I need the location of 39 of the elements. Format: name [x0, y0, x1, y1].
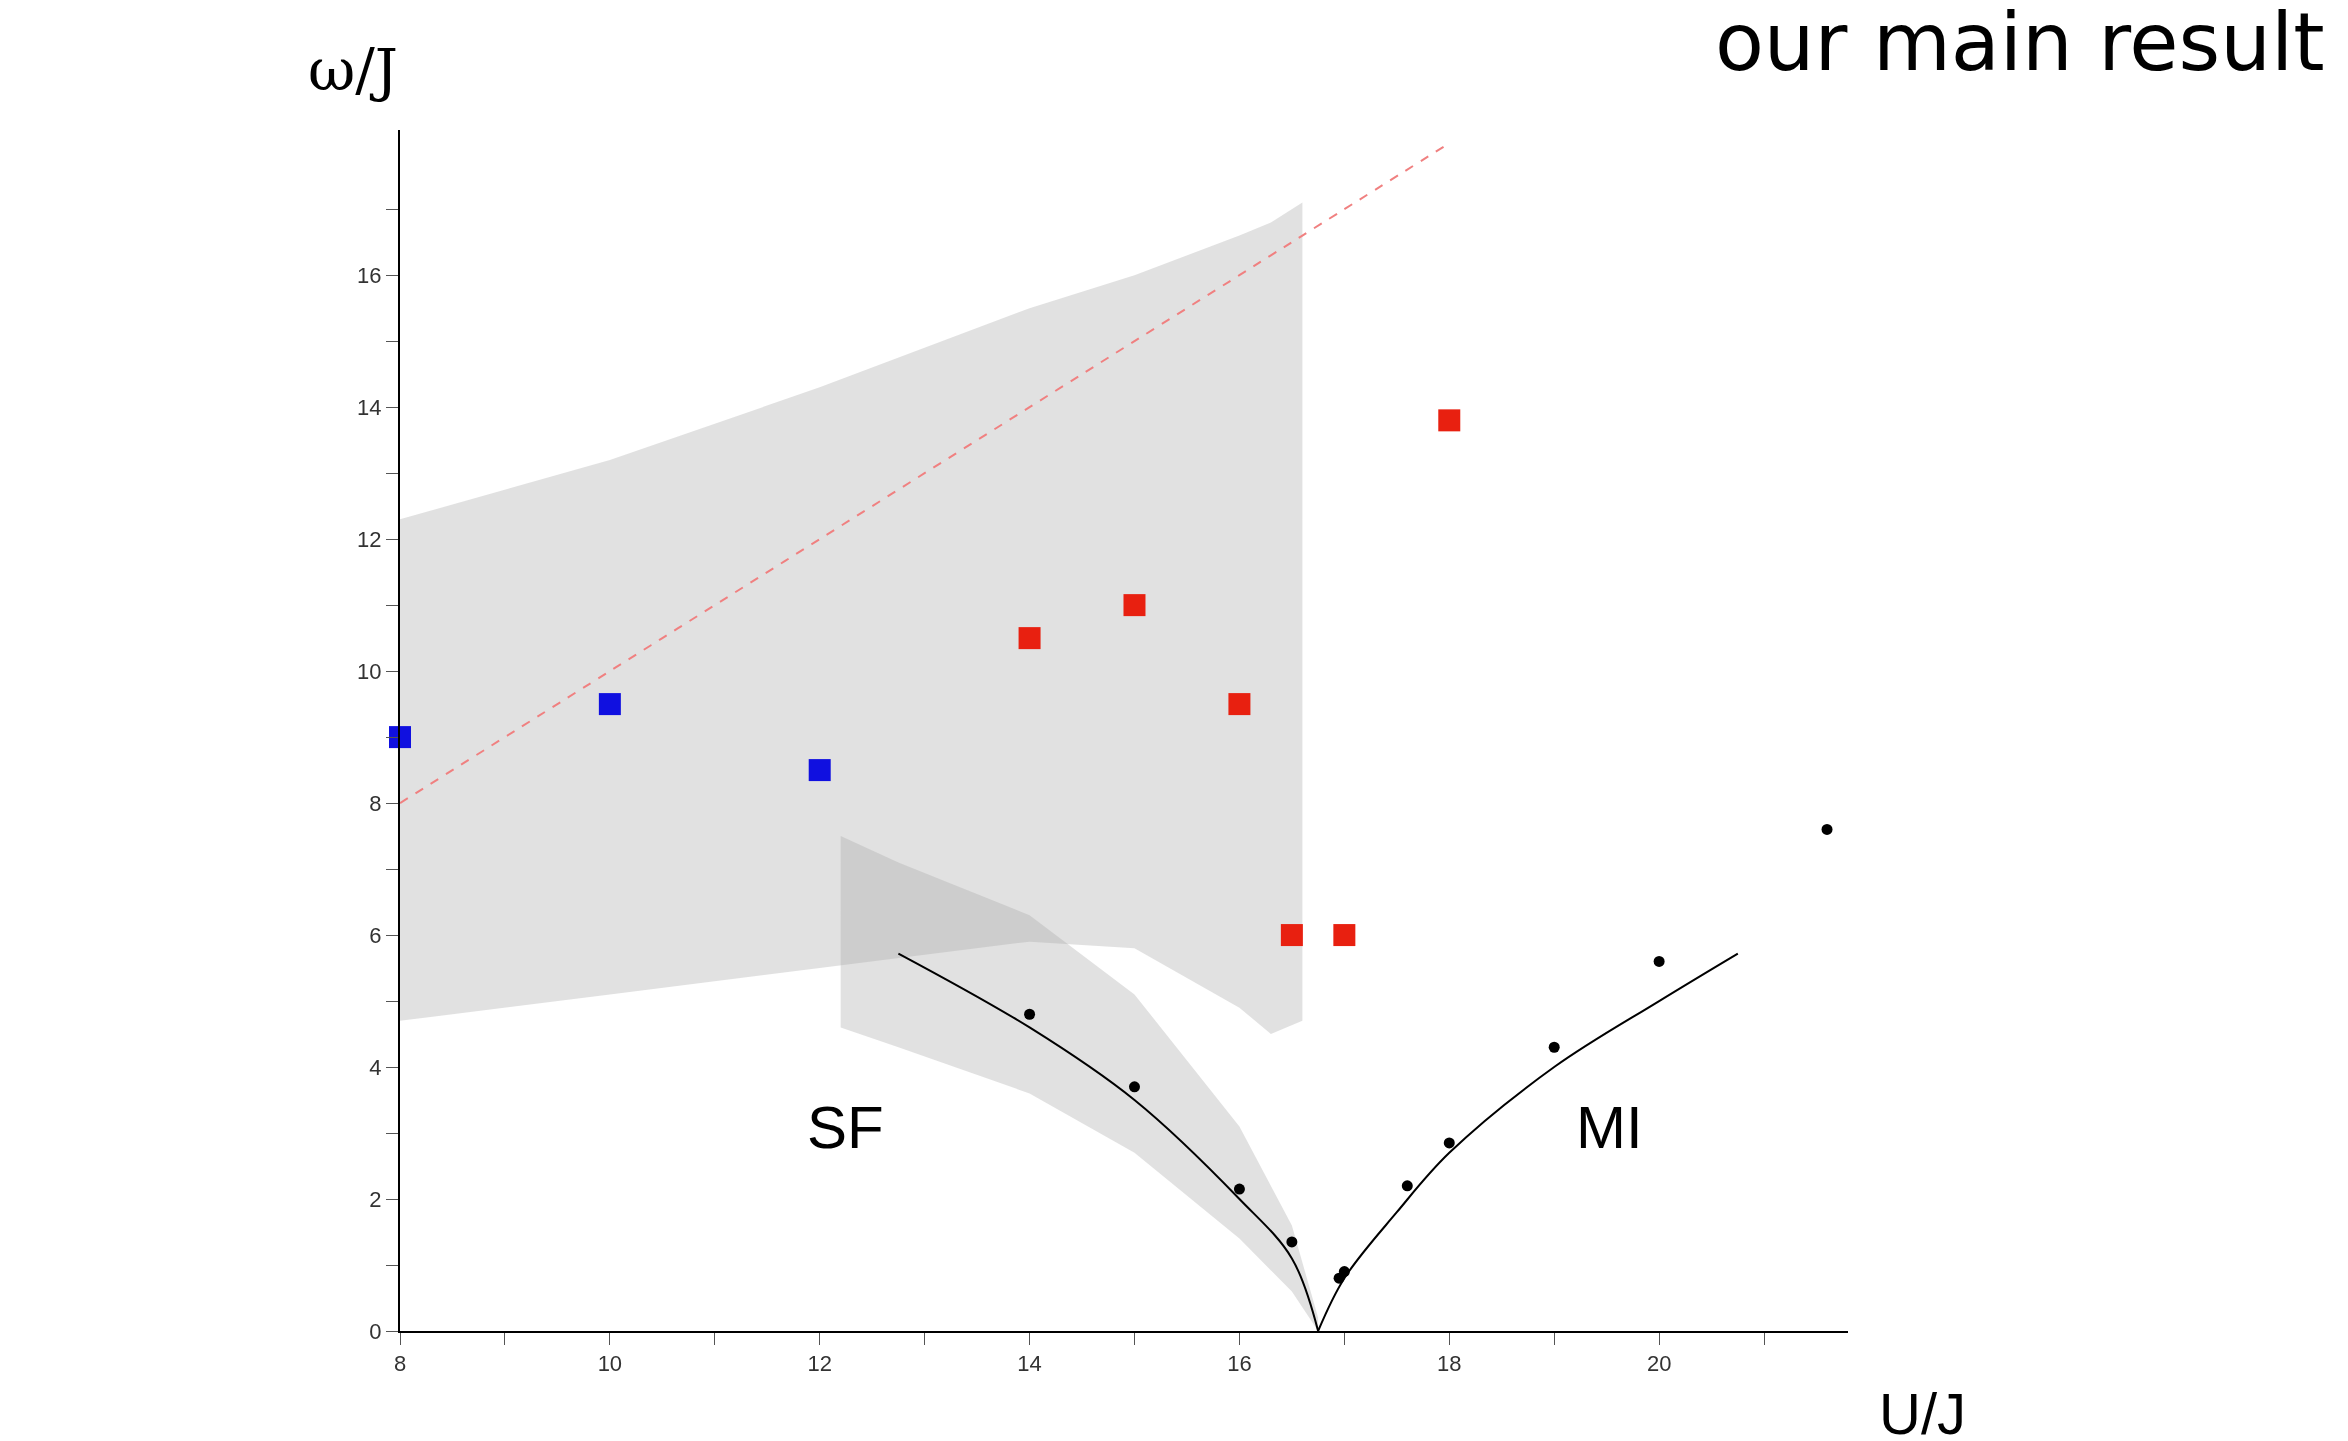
point [1024, 1008, 1036, 1020]
x-tick-label: 10 [597, 1351, 623, 1377]
point [1401, 1180, 1413, 1192]
x-tick-label: 20 [1646, 1351, 1672, 1377]
x-tick-label: 14 [1017, 1351, 1042, 1377]
point [1228, 693, 1251, 716]
point [1128, 1081, 1140, 1093]
y-tick-label: 6 [369, 922, 382, 948]
x-tick-label: 12 [807, 1351, 832, 1377]
point [1123, 594, 1146, 617]
point [1443, 1137, 1455, 1149]
x-tick-label: 18 [1437, 1351, 1462, 1377]
point [1280, 924, 1303, 947]
y-tick-label: 8 [369, 790, 382, 816]
y-axis-title: ω/J [308, 36, 399, 104]
point [1286, 1236, 1298, 1248]
point [598, 693, 621, 716]
x-axis-title: U/J [1879, 1381, 1966, 1441]
point [1548, 1041, 1560, 1053]
annotation: MI [1576, 1094, 1643, 1161]
annotation: SF [807, 1094, 884, 1161]
y-tick-label: 2 [369, 1186, 382, 1212]
y-tick-label: 12 [357, 526, 382, 552]
point [1233, 1183, 1245, 1195]
point [1438, 409, 1461, 432]
point [1338, 1266, 1350, 1278]
point [1018, 627, 1041, 650]
point [1821, 823, 1833, 835]
y-tick-label: 10 [357, 658, 382, 684]
y-tick-label: 0 [369, 1318, 382, 1344]
y-tick-label: 16 [357, 262, 382, 288]
y-tick-label: 4 [369, 1054, 382, 1080]
text: our main result [1714, 0, 2325, 90]
y-tick-label: 14 [357, 394, 382, 420]
point [808, 759, 831, 782]
x-tick-label: 8 [393, 1351, 407, 1377]
point [1653, 955, 1665, 967]
point [1333, 924, 1356, 947]
x-tick-label: 16 [1227, 1351, 1252, 1377]
